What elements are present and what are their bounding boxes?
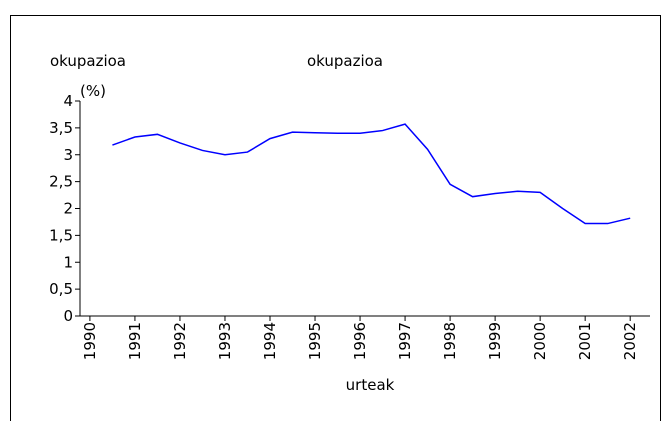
y-tick-label: 0,5 (49, 280, 73, 298)
y-tick-label: 3,5 (49, 119, 73, 137)
x-tick-label: 2002 (621, 322, 639, 360)
x-tick-label: 1995 (306, 322, 324, 360)
x-tick-label: 1996 (351, 322, 369, 360)
x-tick-label: 1991 (126, 322, 144, 360)
y-tick-label: 4 (63, 92, 73, 110)
y-tick-label: 2,5 (49, 173, 73, 191)
x-tick-label: 2000 (531, 322, 549, 360)
y-tick-label: 0 (63, 307, 73, 325)
y-tick-label: 1 (63, 253, 73, 271)
chart-title: okupazioa (307, 52, 383, 70)
x-tick-label: 1993 (216, 322, 234, 360)
y-axis-unit: (%) (80, 82, 106, 100)
y-tick-label: 2 (63, 200, 73, 218)
x-tick-label: 1999 (486, 322, 504, 360)
data-line (112, 123, 631, 225)
x-tick-label: 1994 (261, 322, 279, 360)
chart-frame (10, 15, 661, 421)
x-tick-label: 1997 (396, 322, 414, 360)
x-tick-label: 1990 (81, 322, 99, 360)
y-tick-label: 3 (63, 146, 73, 164)
x-tick-label: 2001 (576, 322, 594, 360)
x-tick-label: 1992 (171, 322, 189, 360)
y-tick-label: 1,5 (49, 226, 73, 244)
y-axis-label: okupazioa (50, 52, 126, 70)
x-tick-label: 1998 (441, 322, 459, 360)
x-axis-label: urteak (346, 376, 395, 394)
